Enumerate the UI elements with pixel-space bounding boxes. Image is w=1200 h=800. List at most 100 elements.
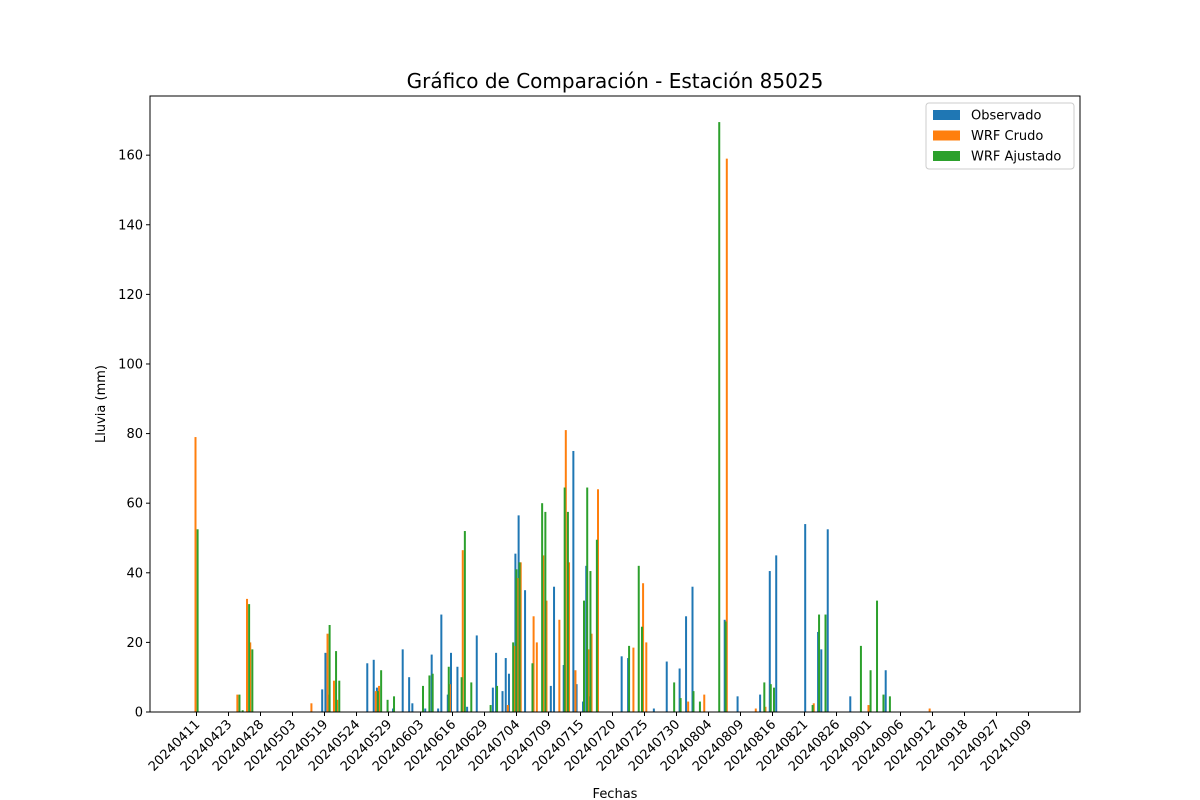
bar xyxy=(532,616,535,712)
bar xyxy=(575,684,578,712)
bar xyxy=(692,691,695,712)
bar xyxy=(673,682,676,712)
bar xyxy=(867,705,870,712)
bar xyxy=(512,642,515,712)
bar xyxy=(754,708,757,712)
bar xyxy=(513,645,516,712)
bar xyxy=(583,600,585,712)
bar xyxy=(637,565,640,712)
bar xyxy=(928,708,931,712)
bar xyxy=(763,682,766,712)
legend-box xyxy=(925,102,1075,170)
bar xyxy=(504,658,507,712)
y-tick-label: 160 xyxy=(118,149,143,164)
bar xyxy=(665,661,668,712)
bar xyxy=(764,706,767,712)
bar xyxy=(589,571,592,712)
bar xyxy=(470,682,473,712)
bar xyxy=(640,626,643,712)
bar xyxy=(424,708,427,712)
bar xyxy=(725,158,728,712)
bar xyxy=(321,689,324,712)
x-axis: 2024041120240423202404282024050320240519… xyxy=(146,712,1035,775)
bar xyxy=(324,652,327,712)
bar xyxy=(703,694,706,712)
bar xyxy=(336,699,339,712)
bar xyxy=(428,675,431,712)
bar xyxy=(248,604,251,712)
bar xyxy=(249,642,252,712)
bar xyxy=(463,531,466,712)
bar xyxy=(549,685,552,712)
bar xyxy=(335,651,338,712)
bar xyxy=(849,696,852,712)
bar xyxy=(564,430,567,712)
bar xyxy=(332,680,335,712)
bar xyxy=(518,562,521,712)
legend-label: WRF Ajustado xyxy=(971,150,1061,165)
y-tick-label: 20 xyxy=(126,636,143,651)
bar xyxy=(516,578,519,712)
bar xyxy=(824,614,827,712)
bars-group xyxy=(194,122,931,713)
bar xyxy=(572,450,575,712)
bar xyxy=(687,701,690,712)
bar xyxy=(545,600,548,712)
bar xyxy=(888,696,891,712)
x-axis-label: Fechas xyxy=(593,787,638,800)
bar xyxy=(461,550,464,712)
bar xyxy=(698,701,701,712)
bar xyxy=(431,673,434,712)
bar xyxy=(876,600,879,712)
bar xyxy=(574,670,577,712)
bar xyxy=(553,586,556,712)
bar xyxy=(772,687,775,712)
bar xyxy=(768,571,771,712)
bar xyxy=(378,685,381,712)
bar xyxy=(447,666,450,712)
bar xyxy=(820,649,823,712)
bar xyxy=(374,691,377,712)
bar xyxy=(376,691,379,712)
bar xyxy=(826,529,829,712)
bar xyxy=(456,666,459,712)
plot-frame xyxy=(149,95,1081,713)
y-tick-label: 0 xyxy=(135,706,143,721)
bar xyxy=(535,642,538,712)
bar xyxy=(524,590,527,712)
bar xyxy=(491,687,494,712)
bar xyxy=(595,539,598,712)
bar xyxy=(460,677,463,712)
bar xyxy=(642,583,645,712)
bar xyxy=(645,642,648,712)
bar xyxy=(236,694,239,712)
chart-title: Gráfico de Comparación - Estación 85025 xyxy=(407,69,824,93)
y-axis: 0 20 40 60 80 100 120 140 160 xyxy=(118,149,150,721)
bar xyxy=(736,696,739,712)
bar xyxy=(566,511,569,712)
bar xyxy=(506,705,509,712)
bar xyxy=(818,614,821,712)
bar xyxy=(542,555,545,712)
bar xyxy=(568,562,571,712)
bar xyxy=(869,670,872,712)
y-tick-label: 40 xyxy=(126,566,143,581)
legend: Observado WRF Crudo WRF Ajustado xyxy=(925,102,1075,170)
legend-swatch xyxy=(933,130,960,141)
legend-swatch xyxy=(933,151,960,161)
bar xyxy=(411,703,414,712)
bar xyxy=(448,684,451,712)
bar xyxy=(408,677,411,712)
bar xyxy=(632,647,635,712)
bar xyxy=(759,694,762,712)
bar xyxy=(386,699,389,712)
bar xyxy=(310,703,313,712)
bar xyxy=(241,710,244,712)
bar xyxy=(380,670,383,712)
bar xyxy=(685,616,688,712)
y-tick-label: 120 xyxy=(118,288,143,303)
bar xyxy=(507,673,510,712)
bar xyxy=(440,614,443,712)
bar xyxy=(590,633,593,712)
legend-label: Observado xyxy=(971,109,1042,124)
